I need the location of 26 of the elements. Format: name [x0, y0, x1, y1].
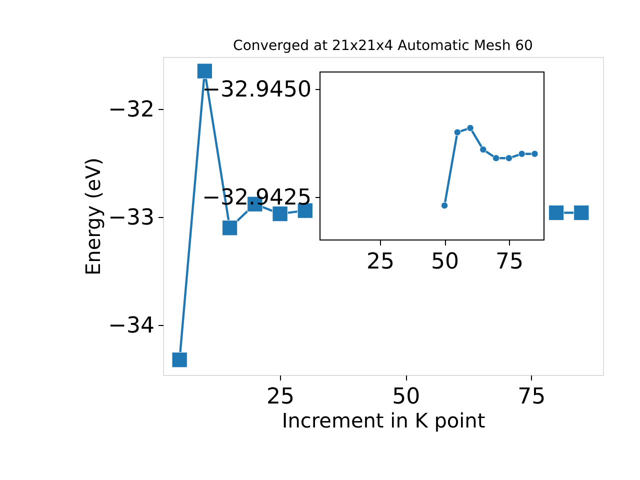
y-tick-label: −33: [108, 206, 154, 231]
point: [480, 146, 487, 154]
x-axis-title: Increment in K point: [282, 408, 486, 432]
y-tick-label: −34: [108, 314, 154, 339]
x-tick-label: 50: [392, 384, 420, 410]
point: [492, 154, 500, 162]
point: [454, 128, 461, 136]
chart-title: Converged at 21x21x4 Automatic Mesh 60: [233, 38, 533, 54]
point: [172, 352, 188, 368]
y-tick-label: −32: [108, 97, 154, 122]
point: [222, 220, 238, 236]
point: [196, 63, 213, 79]
point: [548, 204, 564, 221]
point: [466, 124, 474, 132]
point: [531, 150, 538, 158]
x-tick-label: 25: [366, 250, 395, 274]
point: [272, 206, 288, 222]
point: [440, 202, 448, 210]
x-tick-label: 50: [431, 250, 459, 274]
point: [518, 150, 526, 158]
point: [505, 154, 513, 162]
y-axis-title: Energy (eV): [81, 158, 106, 276]
x-tick-label: 25: [266, 384, 295, 410]
x-tick-label: 75: [495, 250, 524, 274]
point: [574, 204, 590, 221]
x-tick-label: 75: [518, 384, 546, 410]
